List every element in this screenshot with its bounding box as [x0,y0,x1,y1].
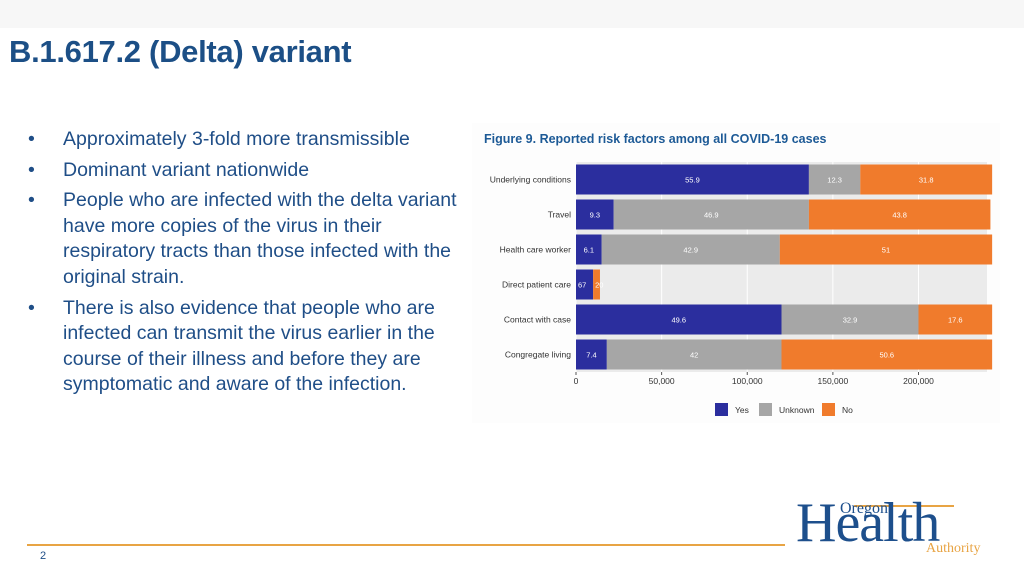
bullet-dot: • [28,158,35,181]
data-label: 43.8 [892,211,907,220]
category-label: Underlying conditions [490,175,571,185]
bullet-text: There is also evidence that people who a… [63,296,435,396]
logo-authority-text: Authority [926,541,981,556]
bar-segment-no [593,269,600,300]
bar-segment-unknown [601,234,780,265]
bar-segment-yes [576,269,594,300]
bar-segment-yes [576,164,809,195]
data-label: 17.6 [948,316,963,325]
bullet-text: People who are infected with the delta v… [63,189,457,288]
stacked-bar-chart: Underlying conditions 55.9 12.3 31.8 Travel 9… [490,162,993,416]
slide-title: B.1.617.2 (Delta) variant [9,34,352,69]
bullet-item: • People who are infected with the delta … [28,188,458,290]
bar-segment-yes [576,304,782,335]
bullet-item: • Dominant variant nationwide [28,158,458,184]
data-label: 49.6 [671,316,686,325]
bullet-text: Approximately 3-fold more transmissible [63,128,410,150]
bar-segment-unknown [781,304,919,335]
data-label: 20 [595,281,603,290]
category-label: Direct patient care [502,280,571,290]
legend-swatch-unknown [759,403,772,416]
chart-figure: Figure 9. Reported risk factors among al… [472,123,1000,423]
bar-segment-unknown [613,199,809,230]
data-label: 55.9 [685,176,700,185]
bar-segment-yes [576,234,602,265]
data-label: 67 [578,281,586,290]
data-label: 51 [882,246,890,255]
bullet-item: • There is also evidence that people who … [28,296,458,398]
legend-swatch-yes [715,403,728,416]
logo-health-text: Health [796,492,940,554]
logo-accent [854,505,954,507]
bar-segment-unknown [606,339,782,370]
bullet-dot: • [28,128,35,150]
data-label: 31.8 [919,176,934,185]
data-label: 50.6 [880,351,895,360]
chart-title: Figure 9. Reported risk factors among al… [484,132,827,146]
category-label: Contact with case [504,315,571,325]
data-label: 7.4 [586,351,596,360]
data-label: 9.3 [590,211,600,220]
x-tick-label: 0 [574,376,579,386]
top-band [0,0,1024,28]
data-label: 32.9 [843,316,858,325]
category-label: Congregate living [505,350,571,360]
data-label: 42.9 [683,246,698,255]
bar-segment-no [781,339,993,370]
legend-label: No [842,405,853,415]
legend-label: Yes [735,405,749,415]
x-tick-label: 200,000 [903,376,934,386]
x-tick-label: 50,000 [649,376,675,386]
bar-segment-no [918,304,993,335]
legend-label: Unknown [779,405,815,415]
bar-segment-no [860,164,993,195]
logo-oregon-text: Oregon [840,500,888,517]
page-number: 2 [40,550,47,562]
category-label: Travel [548,210,571,220]
bullet-dot: • [28,189,35,212]
bullet-text: Dominant variant nationwide [63,158,310,181]
bullet-item: • Approximately 3-fold more transmissible [28,127,458,153]
bar-segment-no [779,234,993,265]
category-label: Health care worker [500,245,572,255]
bar-segment-yes [576,199,614,230]
bullet-list: • Approximately 3-fold more transmissible… [28,127,458,403]
data-label: 6.1 [584,246,594,255]
data-label: 46.9 [704,211,719,220]
bar-segment-no [808,199,991,230]
x-tick-label: 100,000 [732,376,763,386]
oregon-health-authority-logo: Oregon Health Authority [794,492,1004,559]
legend-swatch-no [822,403,835,416]
bar-segment-unknown [808,164,861,195]
data-label: 12.3 [827,176,842,185]
bar-segment-yes [576,339,607,370]
x-tick-label: 150,000 [818,376,849,386]
data-label: 42 [690,351,698,360]
bullet-dot: • [28,296,35,319]
footer-divider [27,544,785,546]
